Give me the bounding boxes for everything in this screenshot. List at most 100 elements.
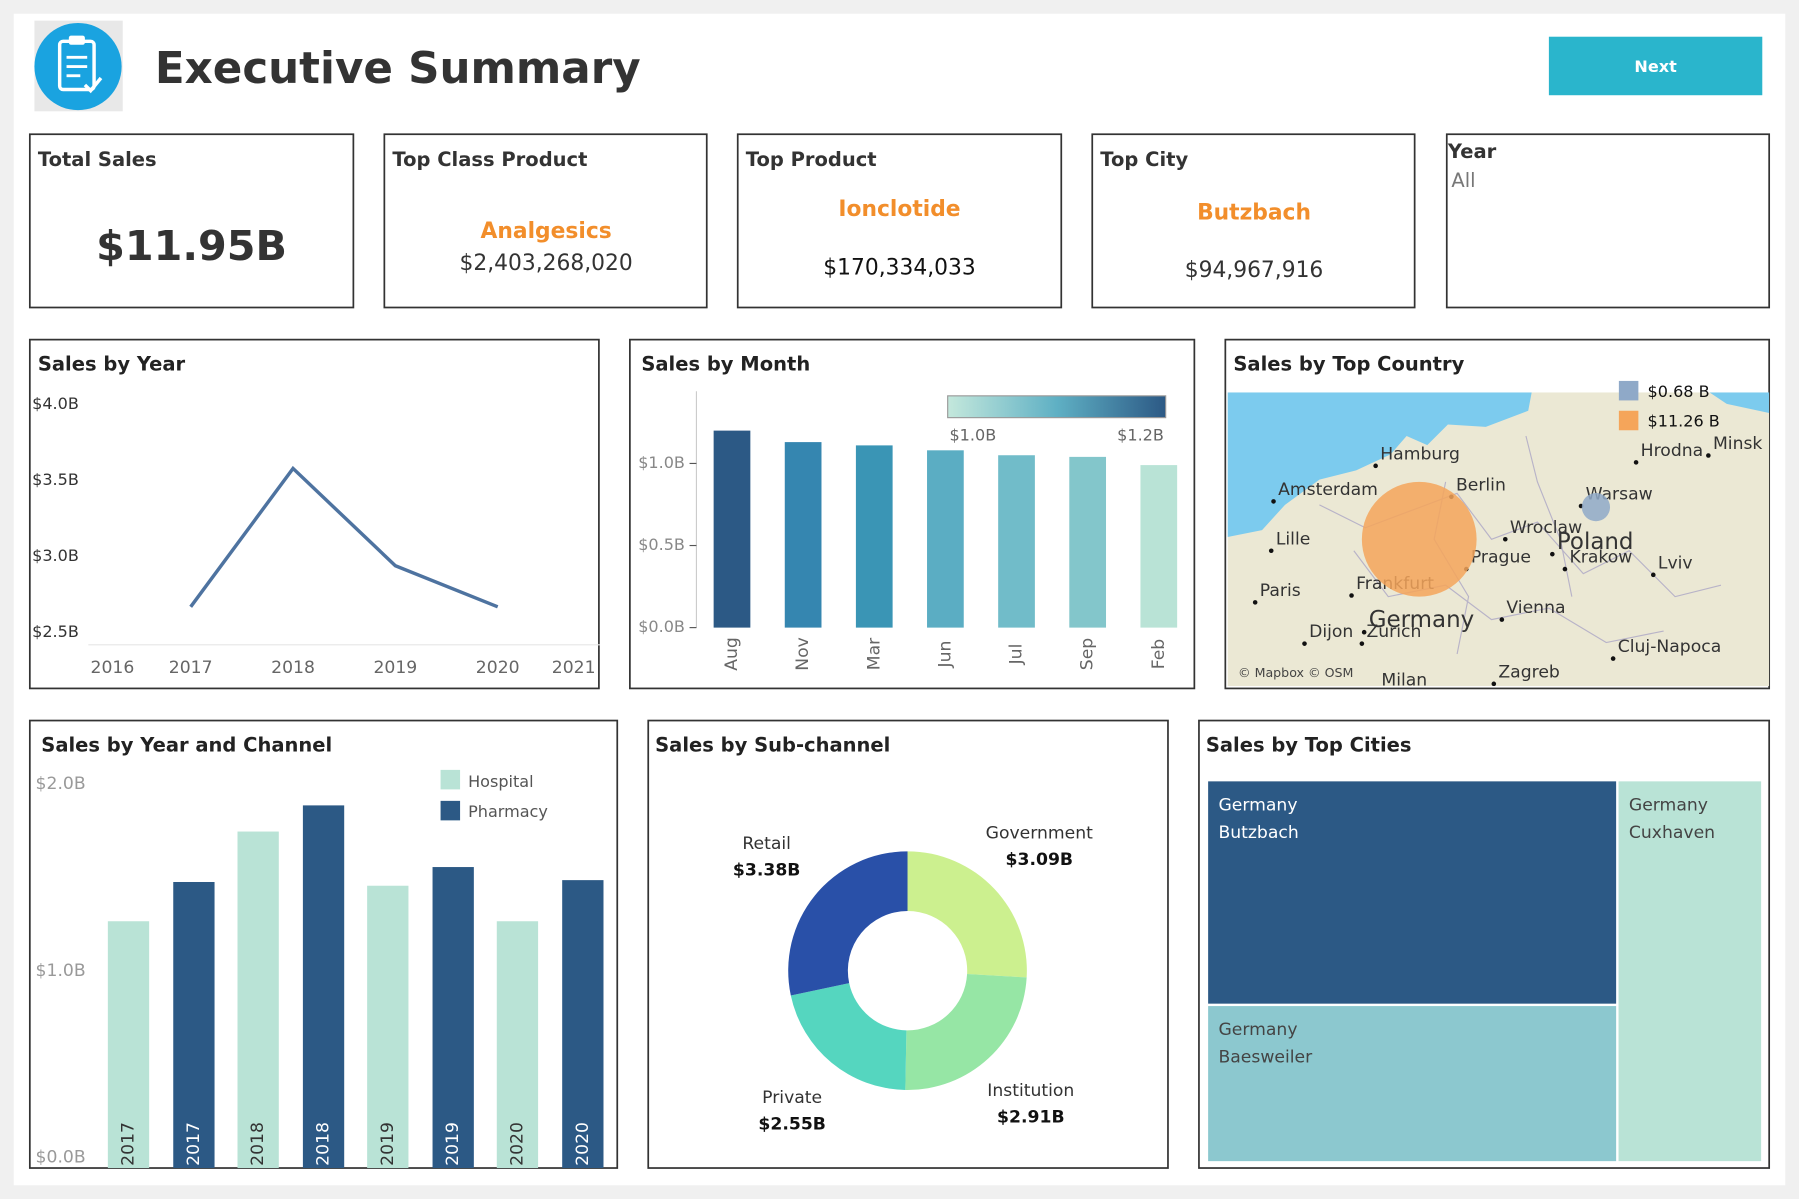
bar (562, 880, 604, 1169)
city-dot (1633, 460, 1639, 465)
cell-label: Germany (1629, 795, 1708, 815)
place-label: Hrodna (1641, 441, 1704, 461)
place-label: Amsterdam (1278, 480, 1378, 500)
place-label: Milan (1381, 670, 1427, 690)
place-label: Poland (1557, 529, 1634, 555)
logo (34, 20, 123, 112)
place-label: Berlin (1456, 475, 1506, 495)
kpi-name: Butzbach (1197, 200, 1311, 225)
legend-label: $1.0B (949, 425, 996, 444)
bar-label: 2020 (573, 1122, 593, 1166)
city-dot (1499, 617, 1505, 622)
legend-swatch (440, 800, 461, 821)
kpi-value: $11.95B (96, 222, 287, 270)
bar (784, 442, 822, 628)
x-tick-label: Jun (935, 641, 955, 669)
kpi-title: Total Sales (38, 148, 157, 171)
kpi-card (1091, 133, 1416, 309)
y-tick-label: $1.0B (638, 453, 685, 472)
donut-slice (907, 851, 1027, 978)
legend-label: Hospital (468, 772, 533, 791)
y-tick-label: $1.0B (36, 961, 86, 981)
x-tick-label: 2018 (271, 658, 315, 678)
x-tick-label: Feb (1149, 639, 1169, 669)
city-dot (1252, 600, 1258, 605)
bar-label: 2018 (314, 1122, 334, 1166)
bar-label: 2017 (184, 1122, 204, 1166)
value-label: $3.38B (733, 860, 801, 880)
city-dot (1650, 572, 1656, 578)
kpi-value: $170,334,033 (823, 255, 975, 280)
kpi-title: Top Class Product (392, 148, 587, 171)
city-dot (1706, 453, 1711, 458)
city-dot (1550, 551, 1555, 557)
legend-label: $11.26 B (1648, 412, 1720, 431)
city-dot (1373, 463, 1378, 469)
place-label: Krakow (1570, 548, 1633, 568)
y-tick-label: $3.5B (32, 470, 79, 489)
city-dot (1562, 566, 1568, 572)
attribution: © Mapbox © OSM (1238, 665, 1353, 680)
slice-label: Institution (987, 1081, 1074, 1101)
treemap-cell (1616, 779, 1764, 1164)
bar (713, 430, 751, 628)
city-dot (1302, 641, 1307, 646)
legend-swatch (1618, 380, 1639, 401)
bar-label: 2018 (248, 1122, 268, 1166)
bar (855, 445, 893, 628)
cell-label: Germany (1218, 1020, 1297, 1040)
chart-title: Sales by Top Cities (1206, 733, 1412, 756)
bar (237, 831, 279, 1169)
legend-label: Pharmacy (468, 802, 548, 821)
bar (927, 450, 964, 628)
value-label: $2.91B (997, 1107, 1065, 1127)
city-dot (1502, 536, 1508, 542)
kpi-title: Top Product (746, 148, 877, 171)
filter-value[interactable]: All (1451, 169, 1475, 192)
donut-slice (788, 851, 908, 996)
x-tick-label: 2019 (373, 658, 417, 678)
bar (432, 867, 474, 1169)
y-tick-label: $3.0B (32, 546, 79, 565)
x-tick-label: 2017 (169, 658, 213, 678)
chart-panel (647, 719, 1169, 1169)
place-label: Hamburg (1380, 444, 1460, 464)
city-dot (1349, 593, 1354, 598)
donut-slice (905, 974, 1027, 1090)
kpi-value: $2,403,268,020 (460, 251, 633, 276)
bar (1140, 465, 1178, 628)
x-tick-label: 2021 (552, 658, 596, 678)
bar-label: 2019 (378, 1122, 398, 1166)
slice-label: Private (762, 1088, 822, 1108)
chart-title: Sales by Sub-channel (655, 733, 890, 756)
city-dot (1268, 548, 1274, 554)
chart-panel (28, 338, 600, 690)
chart-title: Sales by Year and Channel (41, 733, 332, 756)
cell-label: Butzbach (1218, 823, 1298, 843)
cell-label: Cuxhaven (1629, 823, 1715, 843)
button-label[interactable]: Next (1634, 57, 1677, 76)
cell-label: Baesweiler (1218, 1048, 1313, 1068)
cell-label: Germany (1218, 795, 1297, 815)
city-dot (1491, 681, 1497, 687)
chart-title: Sales by Month (641, 352, 810, 375)
treemap-cell (1205, 1003, 1619, 1164)
place-label: Wroclaw (1510, 518, 1582, 538)
place-label: Lviv (1658, 553, 1693, 573)
kpi-card (383, 133, 708, 309)
bar (302, 805, 345, 1169)
bar (1069, 456, 1107, 628)
y-tick-label: $0.0B (638, 617, 685, 636)
bubble (1361, 481, 1477, 597)
page-title: Executive Summary (155, 44, 641, 94)
city-dot (1361, 629, 1367, 635)
bar-label: 2019 (443, 1122, 463, 1166)
map-base (1227, 392, 1770, 687)
filter-title: Year (1447, 140, 1497, 163)
next-button[interactable]: Next (1548, 36, 1763, 96)
place-label: Cluj-Napoca (1618, 637, 1722, 657)
line (189, 465, 499, 609)
place-label: Vienna (1506, 598, 1565, 618)
y-tick-label: $2.0B (36, 774, 86, 794)
city-dot (1359, 641, 1365, 646)
